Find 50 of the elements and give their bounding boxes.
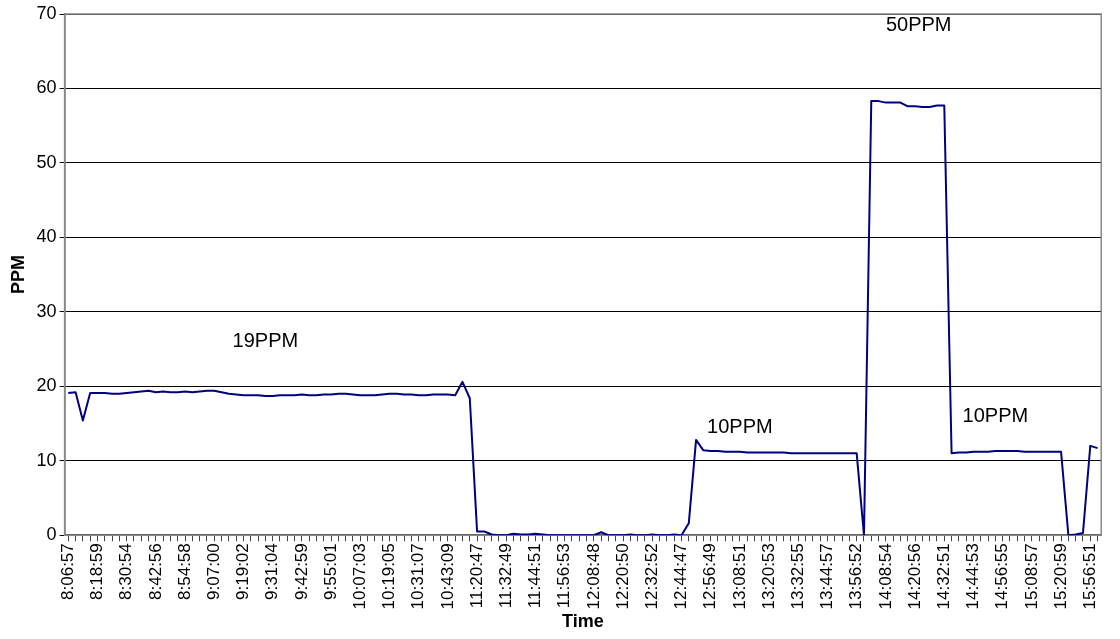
x-tick-label: 15:08:57 (1021, 543, 1041, 610)
x-tick-label: 13:08:51 (729, 543, 749, 610)
x-tick-label: 9:42:59 (291, 543, 311, 600)
annotation: 10PPM (962, 403, 1029, 426)
x-tick-label: 14:32:51 (933, 543, 953, 610)
y-tick-label: 50 (36, 151, 57, 172)
x-tick-label: 10:43:09 (437, 543, 457, 610)
x-tick-label: 14:44:53 (963, 543, 983, 610)
x-tick-label: 14:56:55 (992, 543, 1012, 610)
y-tick-label: 30 (36, 300, 57, 321)
x-tick-label: 13:44:57 (817, 543, 837, 610)
x-tick-label: 12:44:47 (671, 543, 691, 610)
x-tick-label: 12:08:48 (583, 543, 603, 610)
y-tick-label: 10 (36, 449, 57, 470)
x-axis-title: Time (562, 611, 604, 632)
x-tick-label: 11:44:51 (525, 543, 545, 609)
x-tick-label: 12:32:52 (641, 543, 661, 610)
x-tick-label: 11:32:49 (495, 543, 515, 609)
y-axis-title: PPM (7, 255, 28, 295)
x-tick-label: 8:54:58 (174, 543, 194, 600)
x-tick-label: 14:08:54 (875, 543, 895, 610)
x-tick-label: 8:42:56 (145, 543, 165, 600)
x-tick-label: 12:56:49 (700, 543, 720, 610)
x-tick-label: 9:31:04 (262, 543, 282, 600)
x-tick-label: 9:07:00 (203, 543, 223, 600)
y-tick-label: 20 (36, 375, 57, 396)
x-tick-label: 8:06:57 (57, 543, 77, 600)
x-tick-label: 14:20:56 (904, 543, 924, 610)
y-tick-label: 70 (36, 2, 57, 23)
x-tick-label: 13:32:55 (787, 543, 807, 610)
x-tick-label: 11:20:47 (466, 543, 486, 609)
x-tick-label: 8:30:54 (116, 543, 136, 600)
x-tick-label: 15:56:51 (1079, 543, 1099, 610)
annotation: 50PPM (885, 12, 952, 35)
x-tick-label: 9:19:02 (233, 543, 253, 600)
x-tick-label: 15:20:59 (1050, 543, 1070, 610)
x-tick-label: 12:20:50 (612, 543, 632, 610)
x-tick-label: 11:56:53 (554, 543, 574, 609)
x-tick-label: 13:20:53 (758, 543, 778, 610)
x-tick-label: 13:56:52 (846, 543, 866, 610)
annotation: 19PPM (232, 329, 299, 352)
annotation: 10PPM (707, 414, 773, 437)
x-tick-label: 8:18:59 (87, 543, 107, 600)
x-tick-label: 10:31:07 (408, 543, 428, 610)
y-tick-label: 40 (36, 226, 57, 247)
y-tick-label: 60 (36, 77, 57, 98)
y-tick-label: 0 (46, 524, 57, 545)
x-tick-label: 9:55:01 (320, 543, 340, 600)
x-tick-label: 10:07:03 (349, 543, 369, 610)
x-tick-label: 10:19:05 (379, 543, 399, 610)
